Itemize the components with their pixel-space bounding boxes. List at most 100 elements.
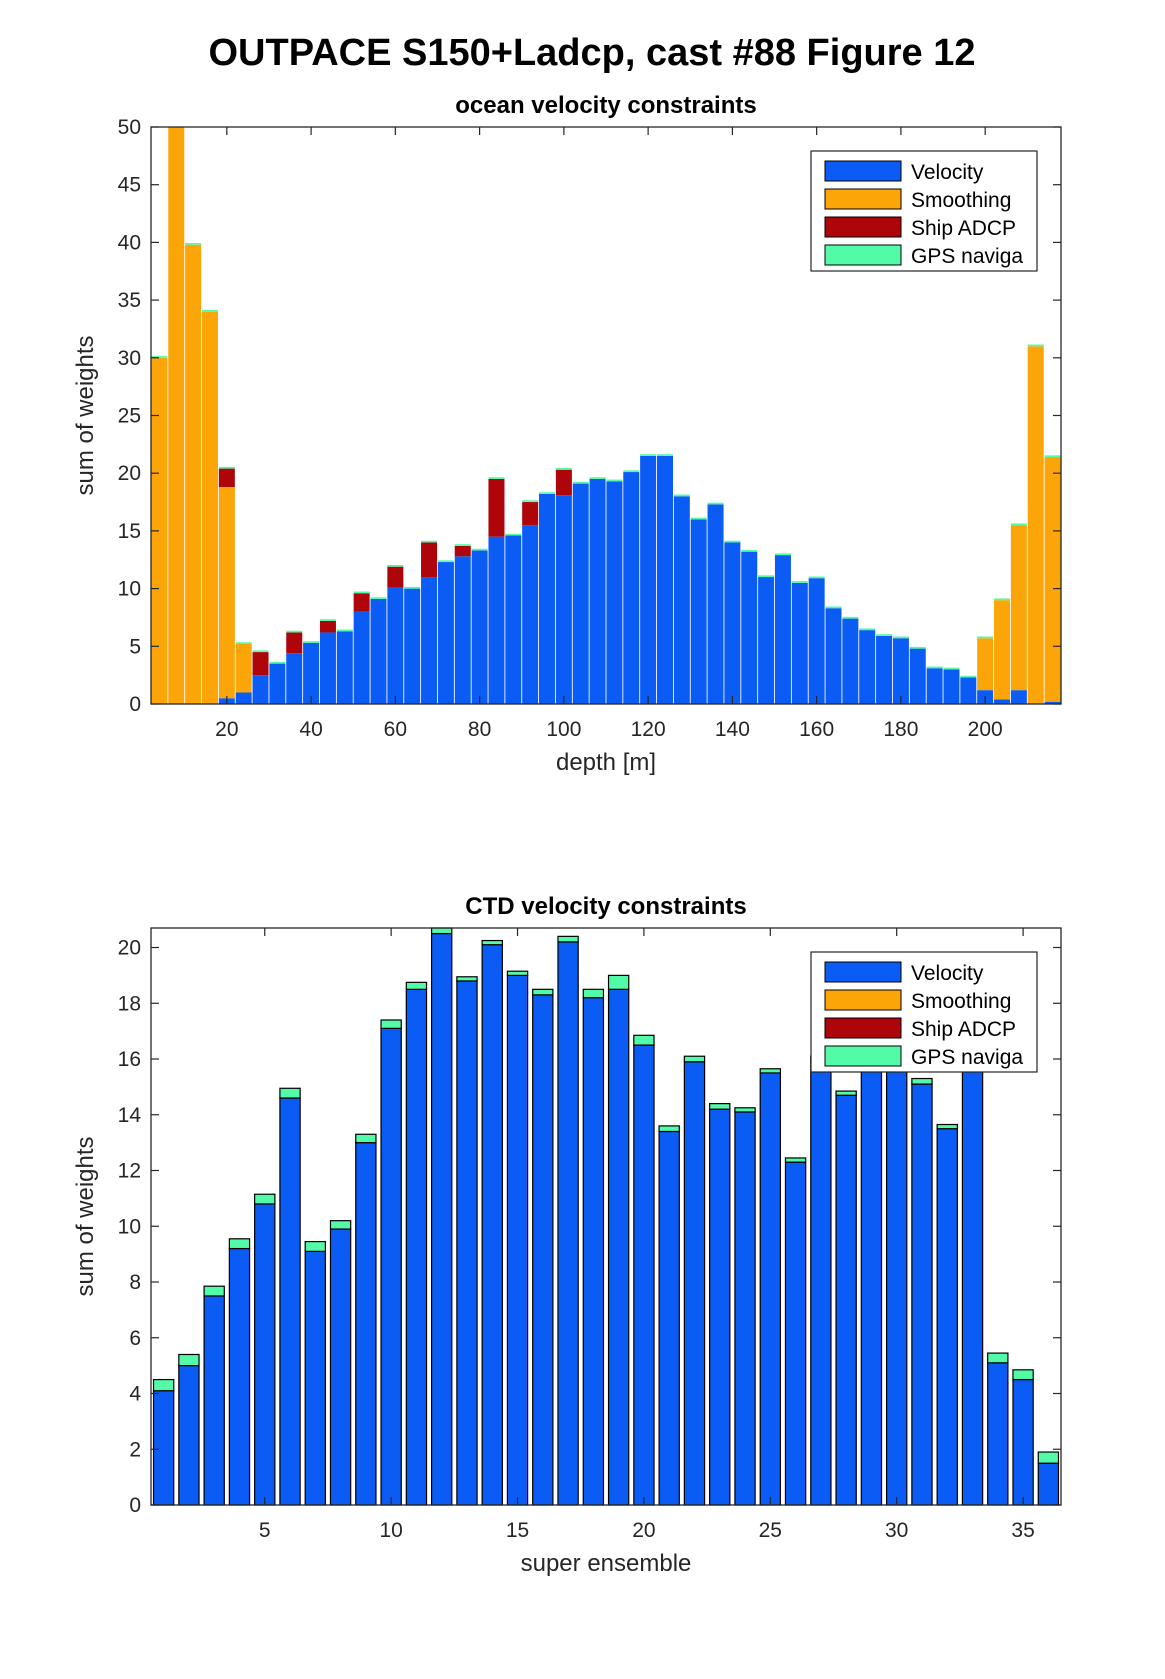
- bar-velocity: [430, 932, 453, 1506]
- y-tick-label: 16: [118, 1048, 141, 1071]
- ocean-velocity-chart: 20 40 60 80 100 120 140 160 180 200 0 5 10 15 20 25 30 35…: [72, 92, 1062, 776]
- y-tick-label: 4: [129, 1383, 141, 1406]
- bar-gps-naviga: [987, 1352, 1009, 1364]
- bar-ship-adcp: [319, 620, 336, 633]
- bar-gps-naviga: [909, 646, 926, 649]
- y-tick-label: 50: [118, 116, 141, 139]
- x-tick-label: 15: [506, 1519, 529, 1542]
- bar-gps-naviga: [926, 666, 943, 669]
- bar-ship-adcp: [421, 542, 438, 578]
- bar-velocity: [269, 663, 286, 704]
- bar-velocity: [456, 980, 478, 1506]
- bar-gps-naviga: [791, 581, 808, 583]
- bar-velocity: [539, 493, 556, 704]
- bar-velocity: [926, 668, 943, 704]
- bar-velocity: [522, 525, 539, 704]
- bar-gps-naviga: [623, 470, 640, 473]
- bar-velocity: [633, 1044, 655, 1506]
- bar-velocity: [835, 1094, 857, 1506]
- bar-velocity: [355, 1142, 377, 1506]
- legend-swatch: [824, 188, 902, 210]
- bar-gps-naviga: [835, 1090, 857, 1096]
- bar-velocity: [488, 536, 505, 704]
- axes-title: CTD velocity constraints: [465, 893, 746, 920]
- bar-velocity: [471, 550, 488, 704]
- bar-velocity: [987, 1362, 1009, 1506]
- bar-gps-naviga: [1010, 523, 1027, 526]
- x-tick-label: 30: [885, 1519, 908, 1542]
- bar-velocity: [774, 555, 791, 704]
- bar-velocity: [152, 1390, 175, 1506]
- bar-gps-naviga: [589, 477, 606, 479]
- bar-velocity: [304, 1250, 327, 1506]
- x-tick-label: 160: [799, 718, 834, 741]
- bar-gps-naviga: [235, 642, 252, 644]
- bar-gps-naviga: [355, 1133, 377, 1144]
- y-tick-label: 15: [118, 520, 141, 543]
- bar-velocity: [506, 974, 529, 1506]
- x-tick-label: 20: [632, 1519, 655, 1542]
- bar-gps-naviga: [911, 1077, 933, 1085]
- bar-velocity: [709, 1108, 731, 1506]
- bar-gps-naviga: [607, 974, 630, 990]
- bar-velocity: [405, 988, 428, 1506]
- bar-gps-naviga: [741, 549, 758, 552]
- bar-velocity: [380, 1027, 402, 1506]
- legend-swatch: [824, 961, 902, 983]
- legend-swatch: [824, 244, 902, 266]
- bar-smoothing: [151, 357, 168, 704]
- bar-velocity: [734, 1111, 756, 1506]
- legend-label: GPS naviga: [911, 1046, 1023, 1069]
- bar-velocity: [555, 495, 572, 704]
- bar-gps-naviga: [505, 533, 522, 536]
- bars: [152, 927, 1060, 1506]
- bar-gps-naviga: [876, 634, 893, 636]
- bar-velocity: [860, 1058, 883, 1506]
- bar-gps-naviga: [178, 1353, 200, 1367]
- bar-velocity: [640, 455, 657, 704]
- bar-gps-naviga: [303, 641, 320, 643]
- bar-gps-naviga: [201, 309, 218, 312]
- bar-gps-naviga: [724, 540, 741, 543]
- x-tick-label: 60: [384, 718, 407, 741]
- bar-gps-naviga: [380, 1019, 402, 1029]
- bar-velocity: [557, 941, 579, 1506]
- bar-velocity: [370, 598, 387, 704]
- x-axis-label: depth [m]: [556, 749, 656, 776]
- bar-velocity: [784, 1161, 807, 1506]
- bar-ship-adcp: [488, 478, 505, 537]
- legend-label: Ship ADCP: [911, 217, 1016, 240]
- legend: Velocity Smoothing Ship ADCP GPS naviga: [810, 150, 1038, 272]
- bar-velocity: [825, 608, 842, 704]
- bar-velocity: [683, 1061, 706, 1506]
- bar-gps-naviga: [656, 454, 673, 456]
- y-tick-label: 20: [118, 937, 141, 960]
- bar-velocity: [421, 577, 438, 704]
- bar-gps-naviga: [936, 1123, 958, 1130]
- bar-velocity: [724, 542, 741, 704]
- bar-gps-naviga: [228, 1238, 251, 1250]
- bar-gps-naviga: [539, 492, 556, 494]
- y-tick-label: 5: [129, 635, 141, 658]
- bar-ship-adcp: [353, 593, 370, 612]
- bar-gps-naviga: [387, 564, 404, 567]
- legend-swatch: [824, 989, 902, 1011]
- bar-ship-adcp: [286, 632, 303, 654]
- bar-gps-naviga: [319, 619, 336, 621]
- y-tick-label: 12: [118, 1160, 141, 1183]
- legend-swatch: [824, 1045, 902, 1067]
- x-tick-label: 120: [631, 718, 666, 741]
- bar-velocity: [572, 483, 589, 704]
- bar-velocity: [329, 1228, 352, 1506]
- bar-ship-adcp: [454, 545, 471, 557]
- bar-velocity: [505, 535, 522, 704]
- bar-velocity: [303, 642, 320, 704]
- y-tick-label: 25: [118, 405, 141, 428]
- x-tick-label: 180: [883, 718, 918, 741]
- bar-gps-naviga: [892, 636, 909, 639]
- bar-gps-naviga: [471, 548, 488, 551]
- y-tick-label: 40: [118, 231, 141, 254]
- bar-gps-naviga: [784, 1157, 807, 1163]
- bar-gps-naviga: [640, 454, 657, 456]
- x-tick-label: 200: [968, 718, 1003, 741]
